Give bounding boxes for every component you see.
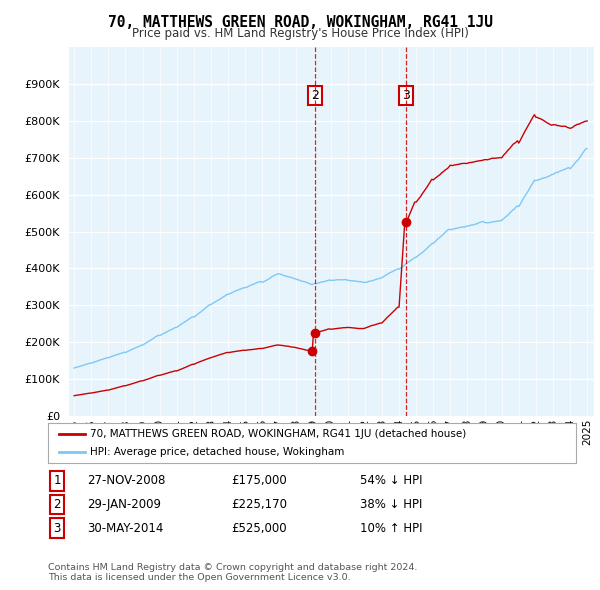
Text: 30-MAY-2014: 30-MAY-2014 — [87, 522, 163, 535]
Text: 1: 1 — [53, 474, 61, 487]
Text: 10% ↑ HPI: 10% ↑ HPI — [360, 522, 422, 535]
Text: 3: 3 — [53, 522, 61, 535]
Text: 29-JAN-2009: 29-JAN-2009 — [87, 498, 161, 511]
Text: 54% ↓ HPI: 54% ↓ HPI — [360, 474, 422, 487]
Text: £225,170: £225,170 — [231, 498, 287, 511]
Text: 2: 2 — [311, 88, 319, 101]
Text: £175,000: £175,000 — [231, 474, 287, 487]
Text: 70, MATTHEWS GREEN ROAD, WOKINGHAM, RG41 1JU (detached house): 70, MATTHEWS GREEN ROAD, WOKINGHAM, RG41… — [90, 430, 466, 440]
Text: 70, MATTHEWS GREEN ROAD, WOKINGHAM, RG41 1JU: 70, MATTHEWS GREEN ROAD, WOKINGHAM, RG41… — [107, 15, 493, 30]
Text: Price paid vs. HM Land Registry's House Price Index (HPI): Price paid vs. HM Land Registry's House … — [131, 27, 469, 40]
Text: This data is licensed under the Open Government Licence v3.0.: This data is licensed under the Open Gov… — [48, 573, 350, 582]
Text: 38% ↓ HPI: 38% ↓ HPI — [360, 498, 422, 511]
Text: HPI: Average price, detached house, Wokingham: HPI: Average price, detached house, Woki… — [90, 447, 344, 457]
Text: 3: 3 — [402, 88, 410, 101]
Text: Contains HM Land Registry data © Crown copyright and database right 2024.: Contains HM Land Registry data © Crown c… — [48, 563, 418, 572]
Text: 27-NOV-2008: 27-NOV-2008 — [87, 474, 166, 487]
Text: £525,000: £525,000 — [231, 522, 287, 535]
Text: 2: 2 — [53, 498, 61, 511]
